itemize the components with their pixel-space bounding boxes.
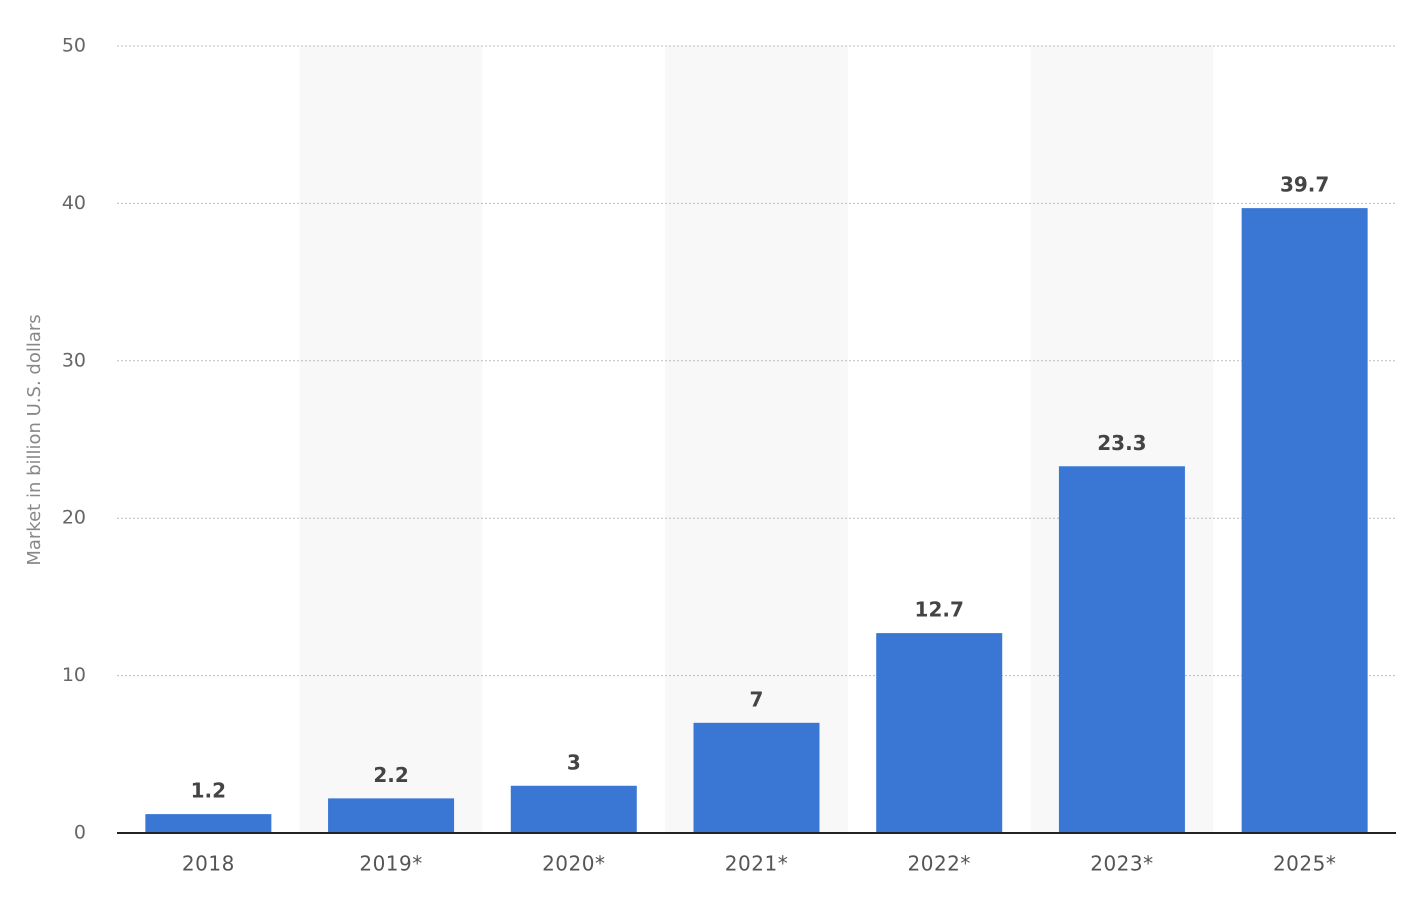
y-tick-label: 40 [62,192,86,214]
y-tick-label: 50 [62,35,86,57]
band-shade [299,46,483,833]
band-shade [665,46,848,833]
x-tick-label: 2020* [542,852,605,876]
bar [876,633,1003,833]
value-label: 7 [750,687,764,711]
bar [145,814,272,833]
value-label: 39.7 [1280,173,1329,197]
bar [328,798,455,833]
value-label: 12.7 [915,598,964,622]
x-tick-label: 2021* [725,852,788,876]
bar [1058,466,1185,833]
bar [1241,208,1368,833]
x-tick-label: 2025* [1273,852,1336,876]
value-label: 3 [567,750,581,774]
x-tick-label: 2019* [359,852,422,876]
x-tick-label: 2023* [1090,852,1153,876]
y-tick-label: 20 [62,507,86,529]
bar [510,785,637,833]
y-axis-title: Market in billion U.S. dollars [24,314,45,565]
value-label: 23.3 [1097,431,1146,455]
value-label: 2.2 [373,763,408,787]
y-tick-label: 0 [74,822,86,844]
y-tick-label: 10 [62,664,86,686]
value-label: 1.2 [191,779,226,803]
x-tick-label: 2018 [182,852,235,876]
y-tick-label: 30 [62,349,86,371]
bar [693,722,820,833]
x-tick-label: 2022* [908,852,971,876]
